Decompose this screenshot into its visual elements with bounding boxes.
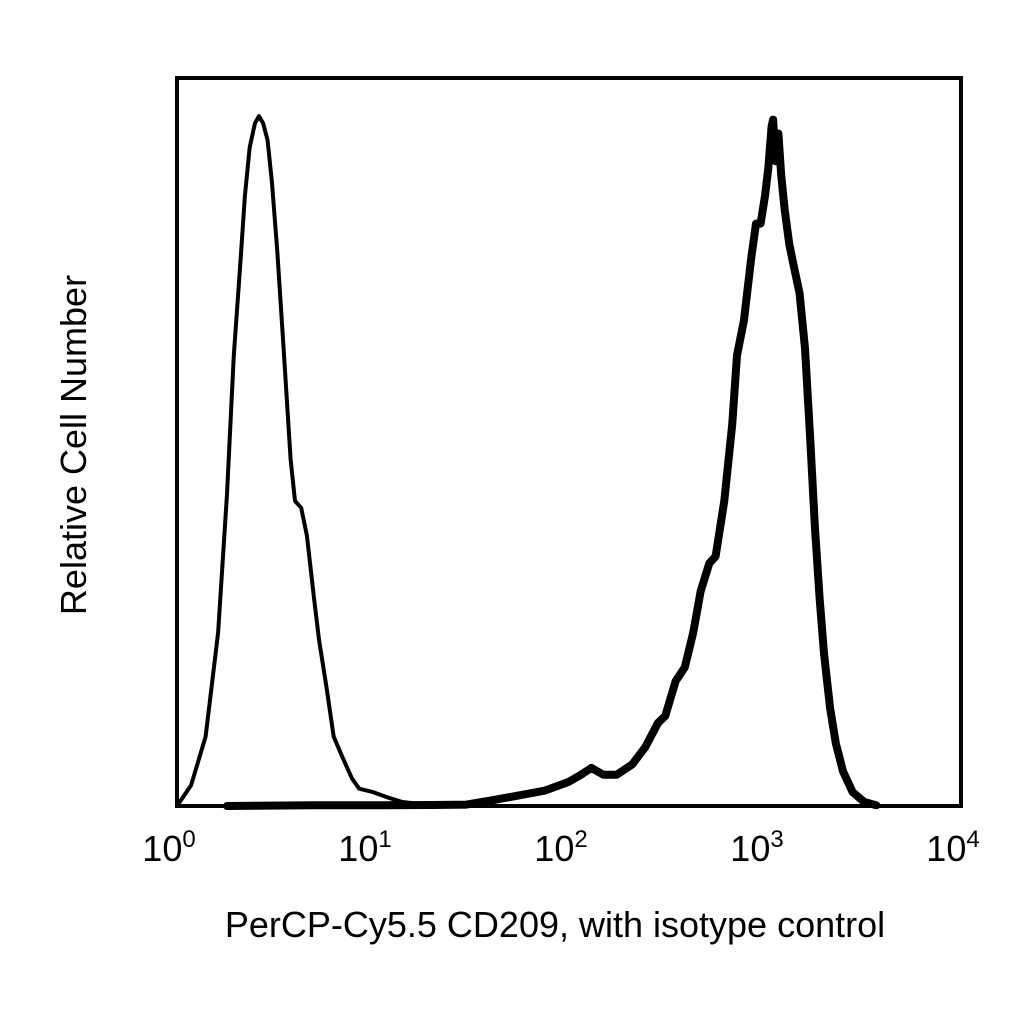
- x-tick-exponent: 1: [378, 826, 391, 853]
- x-tick-exponent: 2: [574, 826, 587, 853]
- x-tick-label: 104: [926, 826, 979, 869]
- x-tick-label: 102: [534, 826, 587, 869]
- x-tick-base: 10: [338, 828, 378, 869]
- histogram-curve-isotype: [175, 114, 493, 808]
- x-tick-base: 10: [730, 828, 770, 869]
- histogram-curve-stained: [223, 115, 881, 810]
- y-axis-title: Relative Cell Number: [53, 275, 94, 615]
- x-tick-base: 10: [534, 828, 574, 869]
- x-tick-exponent: 3: [770, 826, 783, 853]
- x-tick-exponent: 0: [182, 826, 195, 853]
- x-tick-base: 10: [142, 828, 182, 869]
- x-axis-title: PerCP-Cy5.5 CD209, with isotype control: [225, 904, 885, 945]
- x-tick-label: 101: [338, 826, 391, 869]
- plot-frame: [175, 76, 963, 808]
- histogram-curves: [175, 114, 881, 810]
- x-axis-tick-labels: 100 101 102 103 104: [142, 826, 979, 869]
- x-tick-label: 100: [142, 826, 195, 869]
- x-tick-base: 10: [926, 828, 966, 869]
- x-tick-exponent: 4: [966, 826, 979, 853]
- x-tick-label: 103: [730, 826, 783, 869]
